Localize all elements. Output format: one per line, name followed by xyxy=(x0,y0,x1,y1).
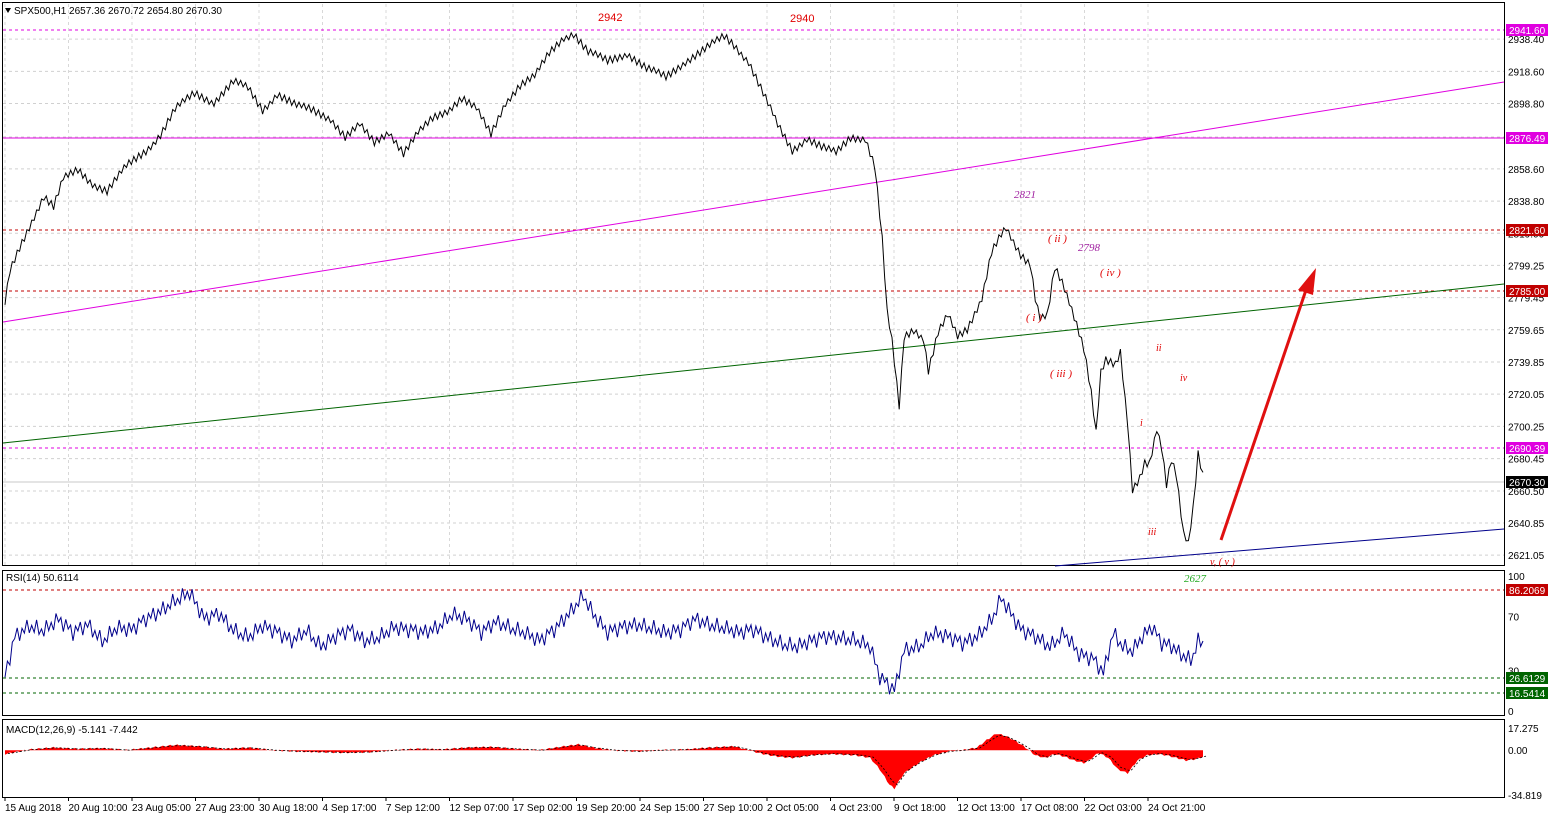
x-tick-label: 20 Aug 10:00 xyxy=(69,803,128,814)
price-tick-label: 2858.60 xyxy=(1508,165,1545,176)
price-tick-label: 2739.85 xyxy=(1508,358,1545,369)
rsi-label-86: 86.2069 xyxy=(1509,586,1546,597)
wave-label-ii: ii xyxy=(1156,343,1162,354)
rsi-label-26: 26.6129 xyxy=(1509,674,1546,685)
x-tick-label: 27 Sep 10:00 xyxy=(704,803,764,814)
annotation-2821: 2821 xyxy=(1014,189,1036,201)
wave-label-ii-big: ( ii ) xyxy=(1048,233,1067,245)
macd-histogram-area xyxy=(5,734,1203,790)
ohlc-text: 2657.36 2670.72 2654.80 2670.30 xyxy=(69,6,222,17)
annotation-2798: 2798 xyxy=(1078,242,1101,254)
price-tick-label: 2799.25 xyxy=(1508,261,1545,272)
price-tick-label: 2720.05 xyxy=(1508,390,1545,401)
price-tick-label: 2640.85 xyxy=(1508,519,1545,530)
rsi-label-16: 16.5414 xyxy=(1509,689,1546,700)
label-2785: 2785.00 xyxy=(1509,287,1546,298)
label-bg-2690 xyxy=(1506,442,1548,454)
wave-label-iv: iv xyxy=(1180,373,1188,384)
macd-y-axis: 17.275 0.00 -34.819 xyxy=(1508,724,1542,802)
label-2941: 2941.60 xyxy=(1509,26,1546,37)
x-tick-label: 23 Aug 05:00 xyxy=(132,803,191,814)
x-tick-label: 2 Oct 05:00 xyxy=(767,803,819,814)
x-tick-label: 12 Sep 07:00 xyxy=(450,803,510,814)
x-tick-label: 30 Aug 18:00 xyxy=(259,803,318,814)
x-tick-label: 4 Sep 17:00 xyxy=(323,803,377,814)
rsi-tick-label: 0 xyxy=(1508,707,1514,718)
label-bg-2941 xyxy=(1506,24,1548,36)
label-bg-2670 xyxy=(1506,476,1548,488)
macd-signal-line xyxy=(7,734,1207,786)
main-pane-frame xyxy=(2,2,1505,566)
price-grid xyxy=(3,4,1504,565)
x-tick-label: 19 Sep 20:00 xyxy=(577,803,637,814)
rsi-pane-frame xyxy=(2,570,1505,716)
wave-label-iii: iii xyxy=(1148,527,1157,538)
wave-label-iii-big: ( iii ) xyxy=(1050,368,1072,380)
price-series-line xyxy=(4,31,1204,542)
x-tick-label: 24 Sep 15:00 xyxy=(640,803,700,814)
green-trendline xyxy=(2,283,1505,444)
price-tick-label: 2898.80 xyxy=(1508,100,1545,111)
annotation-2940: 2940 xyxy=(790,13,814,25)
x-tick-label: 22 Oct 03:00 xyxy=(1085,803,1143,814)
annotation-2627: 2627 xyxy=(1184,573,1207,585)
price-tick-label: 2779.45 xyxy=(1508,294,1545,305)
label-2670: 2670.30 xyxy=(1509,478,1546,489)
time-x-axis: 15 Aug 2018 20 Aug 10:00 23 Aug 05:00 27 Au… xyxy=(4,797,1206,814)
price-tick-label: 2759.65 xyxy=(1508,326,1545,337)
macd-tick-label: -34.819 xyxy=(1508,791,1542,802)
wave-label-iv-big: ( iv ) xyxy=(1100,267,1121,279)
macd-title: MACD(12,26,9) -5.141 -7.442 xyxy=(6,725,138,736)
price-tick-label: 2938.40 xyxy=(1508,35,1545,46)
x-tick-label: 17 Oct 08:00 xyxy=(1021,803,1079,814)
wave-label-i: i xyxy=(1140,418,1143,429)
price-tick-label: 2918.60 xyxy=(1508,67,1545,78)
label-bg-2785 xyxy=(1506,285,1548,297)
x-tick-label: 17 Sep 02:00 xyxy=(513,803,573,814)
label-2876: 2876.49 xyxy=(1509,134,1546,145)
x-tick-label: 27 Aug 23:00 xyxy=(196,803,255,814)
price-tick-label: 2700.25 xyxy=(1508,422,1545,433)
label-bg-2876 xyxy=(1506,132,1548,144)
symbol-text: SPX500,H1 xyxy=(14,6,67,17)
label-bg-2821 xyxy=(1506,224,1548,236)
x-tick-label: 4 Oct 23:00 xyxy=(831,803,883,814)
wave-label-v-big: v, ( v ) xyxy=(1210,557,1235,568)
rsi-title: RSI(14) 50.6114 xyxy=(6,573,79,584)
magenta-trendline xyxy=(2,81,1505,323)
macd-pane-frame xyxy=(2,719,1505,798)
wave-label-i-big: ( i ) xyxy=(1026,312,1042,324)
rsi-label-bg-86 xyxy=(1506,584,1548,596)
label-2821: 2821.60 xyxy=(1509,226,1546,237)
price-tick-label: 2660.50 xyxy=(1508,487,1545,498)
rsi-tick-label: 70 xyxy=(1508,613,1520,624)
x-tick-label: 7 Sep 12:00 xyxy=(386,803,440,814)
price-tick-label: 2621.05 xyxy=(1508,551,1545,562)
x-tick-label: 12 Oct 13:00 xyxy=(958,803,1016,814)
annotation-2942: 2942 xyxy=(598,12,622,24)
x-tick-label: 15 Aug 2018 xyxy=(5,803,62,814)
price-tick-label: 2680.45 xyxy=(1508,455,1545,466)
rsi-tick-label: 100 xyxy=(1508,572,1525,583)
macd-tick-label: 17.275 xyxy=(1508,724,1539,735)
macd-tick-label: 0.00 xyxy=(1508,746,1528,757)
rsi-label-bg-16 xyxy=(1506,687,1548,699)
x-tick-label: 9 Oct 18:00 xyxy=(894,803,946,814)
rsi-label-bg-26 xyxy=(1506,672,1548,684)
label-2690: 2690.39 xyxy=(1509,444,1546,455)
projection-arrow xyxy=(1219,289,1308,541)
rsi-series-line xyxy=(4,588,1204,695)
symbol-arrow-icon xyxy=(5,8,11,13)
projection-arrowhead xyxy=(1298,268,1316,295)
price-tick-label: 2838.80 xyxy=(1508,197,1545,208)
symbol-label: SPX500,H1 2657.36 2670.72 2654.80 2670.3… xyxy=(14,6,222,17)
navy-trendline xyxy=(1054,528,1505,567)
x-tick-label: 24 Oct 21:00 xyxy=(1148,803,1206,814)
